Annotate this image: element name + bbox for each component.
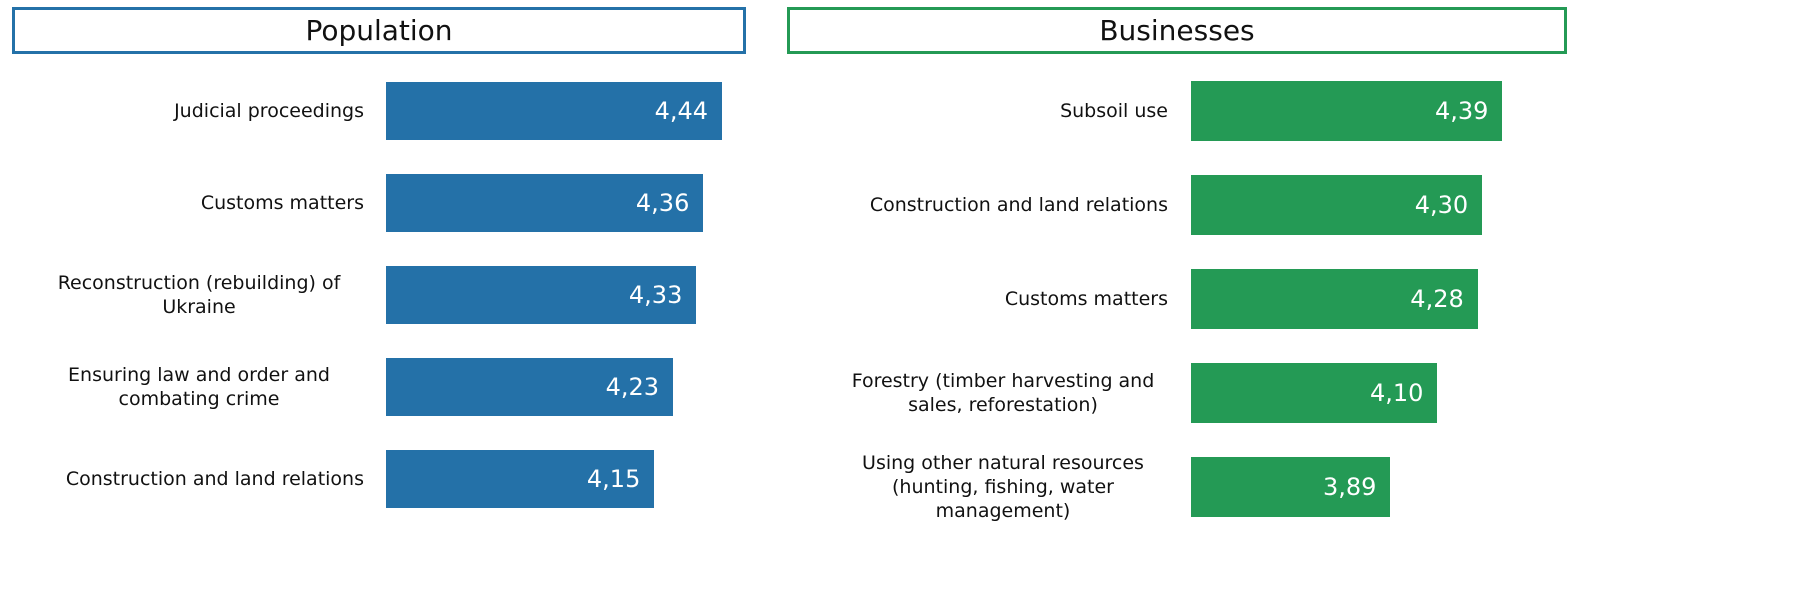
- value-label: 4,39: [1434, 97, 1489, 125]
- bar: [386, 450, 655, 508]
- category-label: Construction and land relations: [869, 194, 1168, 216]
- category-label: Construction and land relations: [65, 468, 364, 490]
- value-label: 4,28: [1410, 285, 1464, 313]
- category-label: Forestry (timber harvesting and sales, r…: [851, 370, 1155, 416]
- bar: [1191, 81, 1503, 141]
- category-label: Judicial proceedings: [174, 100, 364, 122]
- category-label: Using other natural resources (hunting, …: [862, 452, 1144, 522]
- value-label: 4,36: [635, 189, 690, 217]
- value-label: 4,10: [1369, 379, 1424, 407]
- panel-title: Businesses: [787, 7, 1567, 54]
- bar: [386, 266, 697, 324]
- bar: [1191, 269, 1478, 329]
- category-label: Ensuring law and order and combating cri…: [68, 364, 330, 410]
- bar: [1191, 363, 1438, 423]
- value-label: 4,44: [654, 97, 708, 125]
- value-label: 3,89: [1322, 473, 1377, 501]
- bar: [386, 82, 722, 140]
- panel-title: Population: [12, 7, 746, 54]
- category-label: Customs matters: [1004, 288, 1168, 310]
- category-label: Customs matters: [200, 192, 364, 214]
- value-label: 4,30: [1414, 191, 1469, 219]
- category-label: Reconstruction (rebuilding) of Ukraine: [57, 272, 341, 318]
- bar: [386, 174, 704, 232]
- bar: [1191, 175, 1483, 235]
- category-label: Subsoil use: [1060, 100, 1168, 122]
- value-label: 4,15: [586, 465, 641, 493]
- value-label: 4,33: [628, 281, 683, 309]
- bar: [386, 358, 673, 416]
- value-label: 4,23: [605, 373, 659, 401]
- bar: [1191, 457, 1391, 517]
